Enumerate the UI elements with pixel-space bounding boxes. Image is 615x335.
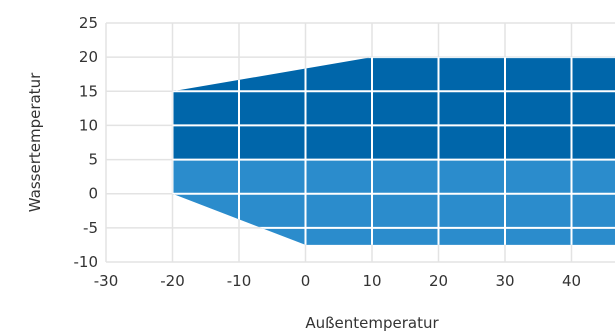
- y-tick-label: 5: [88, 151, 98, 169]
- y-tick-label: 25: [79, 14, 98, 32]
- y-tick-label: 0: [88, 185, 98, 203]
- y-tick-label: 15: [79, 82, 98, 100]
- y-tick-label: -10: [74, 253, 99, 271]
- x-tick-label: 40: [562, 272, 581, 290]
- x-tick-label: 10: [362, 272, 381, 290]
- y-axis-tick-labels: 25 20 15 10 5 0 -5 -10: [74, 14, 99, 271]
- x-axis-tick-labels: -30 -20 -10 0 10 20 30 40: [94, 272, 581, 290]
- y-axis-title: Wassertemperatur: [26, 72, 44, 212]
- x-tick-label: -10: [227, 272, 252, 290]
- x-tick-label: 0: [301, 272, 311, 290]
- y-tick-label: -5: [83, 219, 98, 237]
- x-tick-label: 30: [495, 272, 514, 290]
- x-axis-title: Außentemperatur: [305, 314, 439, 332]
- x-tick-label: 20: [429, 272, 448, 290]
- x-tick-label: -30: [94, 272, 119, 290]
- y-tick-label: 20: [79, 48, 98, 66]
- x-tick-label: -20: [160, 272, 185, 290]
- y-tick-label: 10: [79, 116, 98, 134]
